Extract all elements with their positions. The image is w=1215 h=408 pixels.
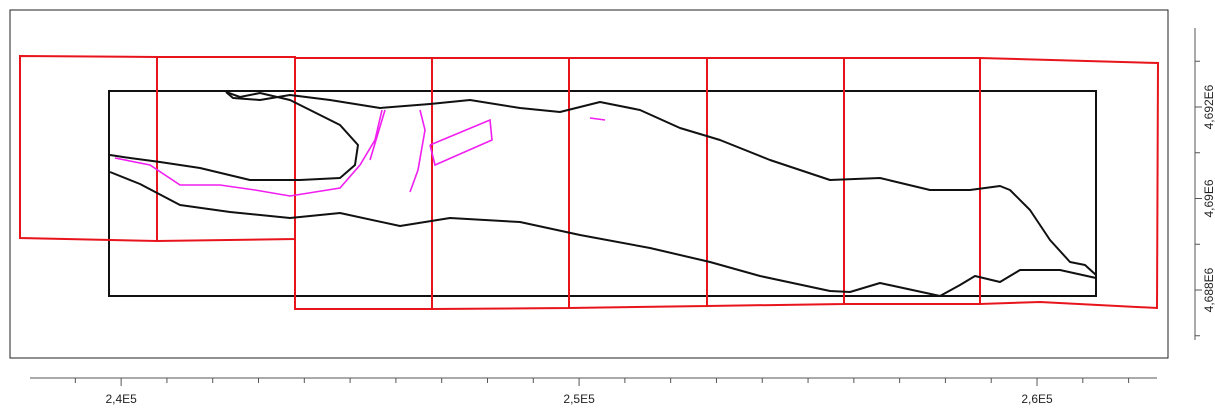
coast-line <box>225 91 1097 276</box>
x-tick-label: 2,4E5 <box>105 392 137 406</box>
x-tick-label: 2,5E5 <box>563 392 595 406</box>
features <box>114 109 606 197</box>
x-tick-label: 2,6E5 <box>1021 392 1053 406</box>
coast-line <box>109 91 359 181</box>
coast-line <box>109 171 1097 297</box>
y-tick-label: 4,69E6 <box>1202 179 1215 217</box>
tiles <box>19 54 1160 311</box>
y-tick-label: 4,688E6 <box>1202 267 1215 312</box>
feature-line <box>589 117 606 121</box>
plot-frame <box>9 9 1169 359</box>
feature-line <box>114 109 383 197</box>
feature-line <box>409 109 426 193</box>
y-tick-label: 4,692E6 <box>1202 84 1215 129</box>
extent-box <box>108 90 1097 297</box>
feature-line <box>429 118 493 167</box>
coastline <box>109 91 1097 297</box>
feature-line <box>369 109 386 161</box>
tile <box>979 56 1160 310</box>
